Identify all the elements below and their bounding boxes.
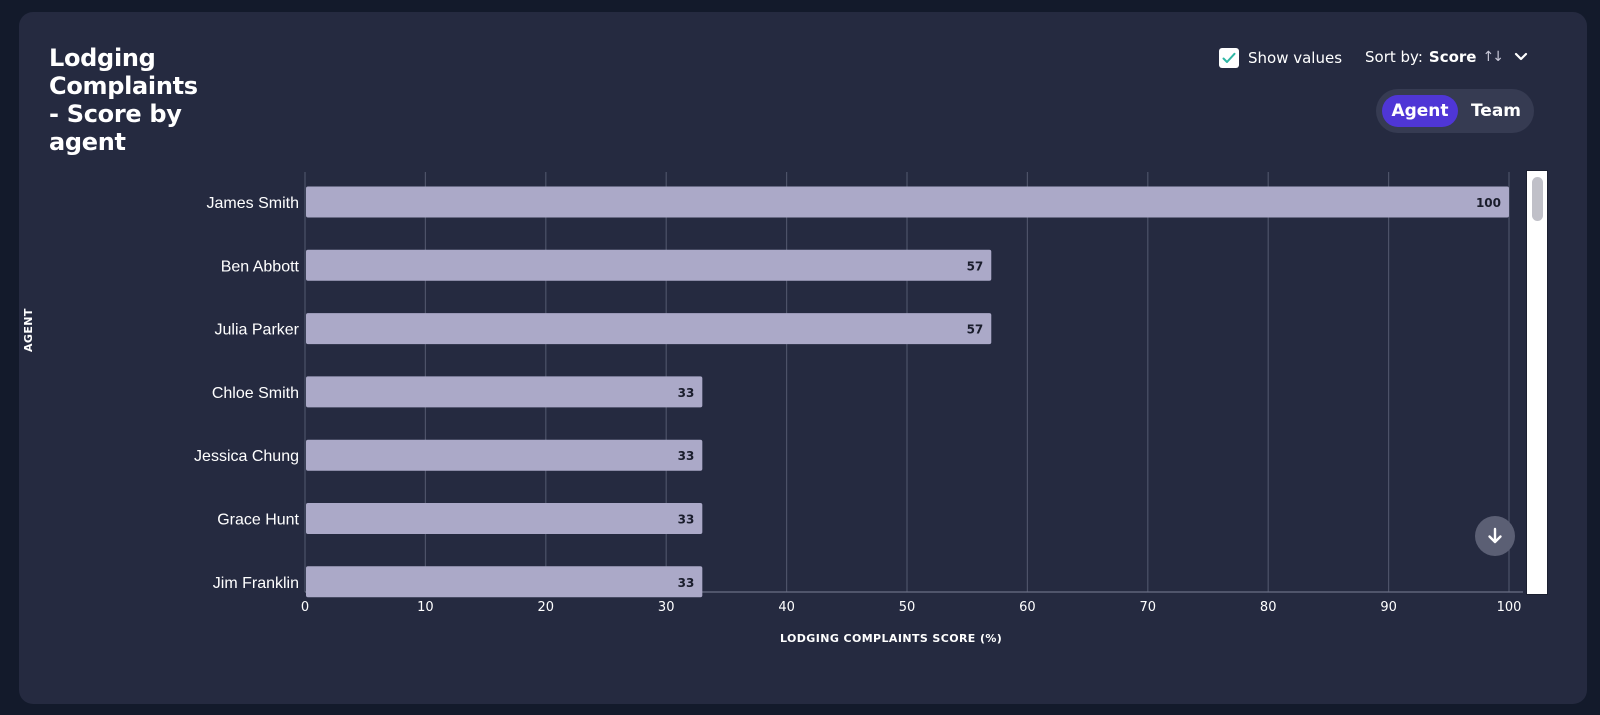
- x-tick-label: 70: [1140, 600, 1157, 615]
- arrow-down-icon: [1488, 527, 1502, 544]
- x-tick-label: 20: [538, 600, 555, 615]
- bar: [306, 376, 703, 408]
- x-tick-label: 30: [658, 600, 675, 615]
- toggle-agent[interactable]: Agent: [1382, 95, 1458, 127]
- category-label: Grace Hunt: [217, 512, 299, 529]
- chart-scrollbar[interactable]: [1526, 170, 1548, 595]
- x-tick-label: 0: [301, 600, 309, 615]
- bar: [306, 439, 703, 471]
- sort-dropdown[interactable]: Sort by: Score ↑↓: [1365, 48, 1528, 66]
- bar: [306, 249, 992, 281]
- category-label: James Smith: [207, 195, 299, 212]
- data-label: 33: [678, 513, 695, 527]
- x-tick-label: 100: [1497, 600, 1522, 615]
- data-label: 57: [967, 323, 984, 337]
- sort-prefix: Sort by:: [1365, 48, 1423, 66]
- data-label: 57: [967, 259, 984, 273]
- x-tick-label: 10: [417, 600, 434, 615]
- data-label: 100: [1476, 196, 1501, 210]
- category-label: Chloe Smith: [212, 385, 299, 402]
- bar: [306, 503, 703, 534]
- data-label: 33: [678, 576, 695, 590]
- scroll-down-button[interactable]: [1475, 516, 1515, 556]
- page-title: Lodging Complaints - Score by agent: [49, 44, 198, 156]
- chevron-down-icon: [1514, 52, 1528, 61]
- chart-card: [19, 12, 1587, 704]
- x-tick-label: 50: [899, 600, 916, 615]
- x-tick-label: 40: [778, 600, 795, 615]
- category-label: Jessica Chung: [194, 448, 299, 465]
- category-label: Jim Franklin: [213, 575, 299, 592]
- scrollbar-thumb[interactable]: [1532, 177, 1543, 221]
- bar: [306, 313, 992, 345]
- x-axis-title: LODGING COMPLAINTS SCORE (%): [780, 632, 1003, 645]
- sort-value: Score: [1428, 48, 1477, 66]
- bar: [306, 566, 703, 598]
- x-tick-label: 60: [1019, 600, 1036, 615]
- sort-direction-icon[interactable]: ↑↓: [1482, 49, 1504, 65]
- show-values-checkbox[interactable]: [1219, 48, 1239, 68]
- x-tick-label: 90: [1380, 600, 1397, 615]
- data-label: 33: [678, 386, 695, 400]
- category-label: Julia Parker: [215, 322, 300, 339]
- show-values-label: Show values: [1248, 49, 1343, 67]
- checkmark-icon: [1222, 52, 1236, 63]
- toggle-team[interactable]: Team: [1470, 101, 1522, 121]
- bar: [306, 186, 1509, 218]
- category-label: Ben Abbott: [221, 258, 300, 275]
- data-label: 33: [678, 449, 695, 463]
- agent-team-toggle: Agent Team: [1376, 89, 1534, 133]
- x-tick-label: 80: [1260, 600, 1277, 615]
- show-values-toggle[interactable]: Show values: [1219, 48, 1342, 68]
